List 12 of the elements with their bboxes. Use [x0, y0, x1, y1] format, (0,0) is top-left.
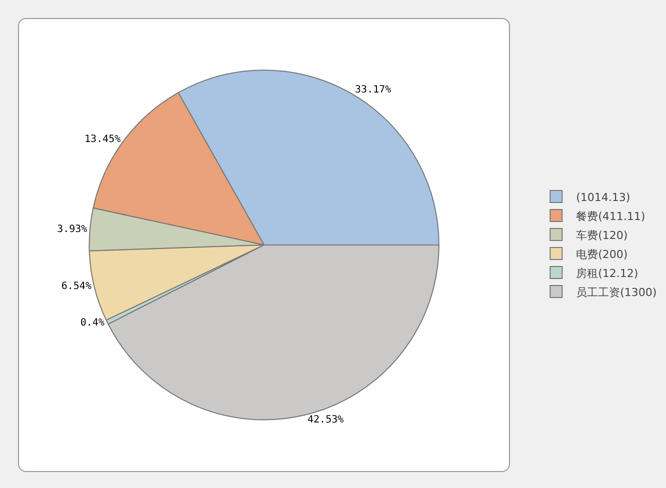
- data-label: 3.93%: [57, 224, 88, 235]
- legend-label: 餐费(411.11): [576, 210, 646, 223]
- legend-label: (1014.13): [576, 190, 630, 204]
- data-label: 33.17%: [355, 84, 392, 96]
- data-label: 6.54%: [61, 281, 92, 292]
- legend-label: 车费(120): [576, 228, 628, 242]
- legend-label: 房租(12.12): [576, 266, 638, 280]
- data-label: 42.53%: [308, 414, 344, 426]
- legend-label: 电费(200): [576, 248, 628, 261]
- data-label: 0.4%: [80, 318, 104, 329]
- data-label: 13.45%: [84, 134, 121, 145]
- legend-label: 员工工资(1300): [576, 286, 657, 299]
